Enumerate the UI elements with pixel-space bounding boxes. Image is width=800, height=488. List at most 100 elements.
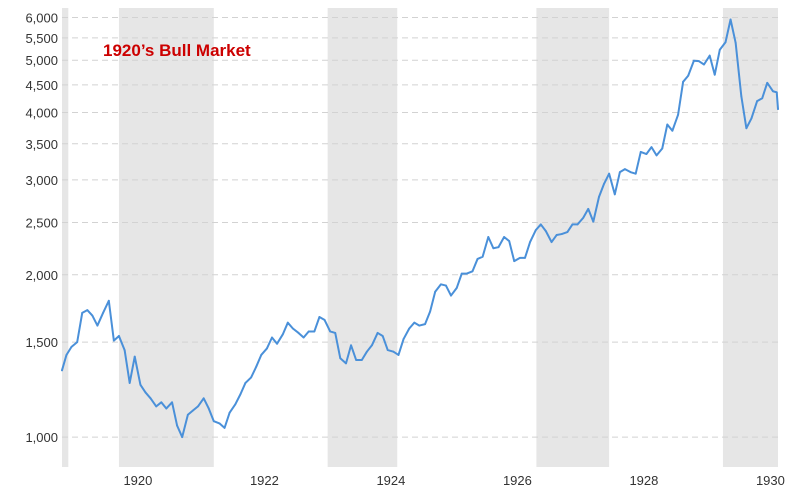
data-point [666,123,669,126]
x-tick-label: 1928 [629,473,658,488]
data-point [703,63,705,66]
data-point [376,332,379,334]
data-point [476,258,479,260]
data-point [519,256,521,259]
data-point [465,272,468,275]
data-point [718,48,721,51]
data-point [271,336,273,339]
data-point [544,230,547,233]
data-point [86,309,89,311]
data-point [582,217,585,219]
shaded-period-0 [62,8,69,467]
data-point [429,310,432,313]
y-tick-label: 1,000 [25,430,58,445]
data-point [345,362,347,365]
data-point [302,336,305,339]
data-point [81,311,84,314]
x-axis-tick-labels: 1920 1922 1924 1926 1928 1930 [123,473,784,488]
recession-shading [62,8,778,467]
data-point [761,97,764,100]
data-point [539,223,542,226]
data-point [197,405,199,408]
data-point [228,411,231,414]
data-point [355,359,358,361]
data-point [655,154,658,157]
data-point [91,314,94,317]
series-line-0 [61,18,779,439]
data-point [513,260,516,263]
data-point [239,393,242,396]
data-point [192,409,194,412]
data-point [313,330,316,333]
y-tick-label: 4,000 [25,105,58,120]
data-point [207,407,210,410]
data-point [650,146,653,149]
data-point [202,397,205,400]
data-point [339,357,342,360]
data-point [682,80,685,83]
data-point [424,323,426,326]
data-point [713,73,716,76]
data-point [386,349,389,351]
data-point [65,354,68,356]
data-point [123,349,126,351]
data-point [155,405,158,408]
data-point [729,18,732,21]
data-point [392,350,395,353]
data-point [381,335,384,337]
data-point [139,383,142,386]
y-tick-label: 3,000 [25,173,58,188]
data-point [618,171,621,174]
data-point [745,127,748,130]
data-point [608,172,611,175]
data-point [777,108,779,110]
data-point [365,350,368,353]
x-tick-label: 1930 [756,473,785,488]
data-point [413,321,416,324]
data-point [181,436,184,438]
data-point [133,355,136,358]
data-point [350,344,352,347]
data-point [687,74,690,77]
data-point [408,327,411,330]
y-tick-label: 6,000 [25,11,58,26]
data-point [571,223,574,226]
data-point [281,333,284,336]
data-point [307,330,310,333]
y-tick-label: 5,500 [25,31,58,46]
data-point [524,256,526,259]
y-axis-tick-labels: 1,000 1,500 2,000 2,500 3,000 3,500 4,000 4,500… [25,11,58,446]
data-point [76,341,79,344]
data-point [61,369,63,372]
data-point [497,246,500,249]
data-point [708,54,711,57]
data-point [318,316,321,318]
data-point [775,91,778,94]
data-point [244,382,247,384]
y-tick-label: 2,500 [25,216,58,231]
data-point [455,287,458,289]
data-point [102,311,105,314]
x-tick-label: 1920 [123,473,152,488]
data-point [661,147,664,150]
data-point [613,193,616,196]
data-point [323,318,326,321]
data-point [266,347,268,350]
data-point [624,168,626,171]
data-point [756,100,759,102]
data-point [555,234,558,236]
data-point [286,321,289,324]
data-point [250,376,253,379]
data-point [144,391,147,394]
data-point [481,255,484,258]
data-point [128,382,131,384]
data-point [439,283,442,286]
data-point [772,90,774,93]
chart-title: 1920’s Bull Market [103,41,251,60]
data-point [160,401,163,404]
data-point [671,129,674,132]
data-point [371,344,373,347]
data-point [603,182,605,185]
